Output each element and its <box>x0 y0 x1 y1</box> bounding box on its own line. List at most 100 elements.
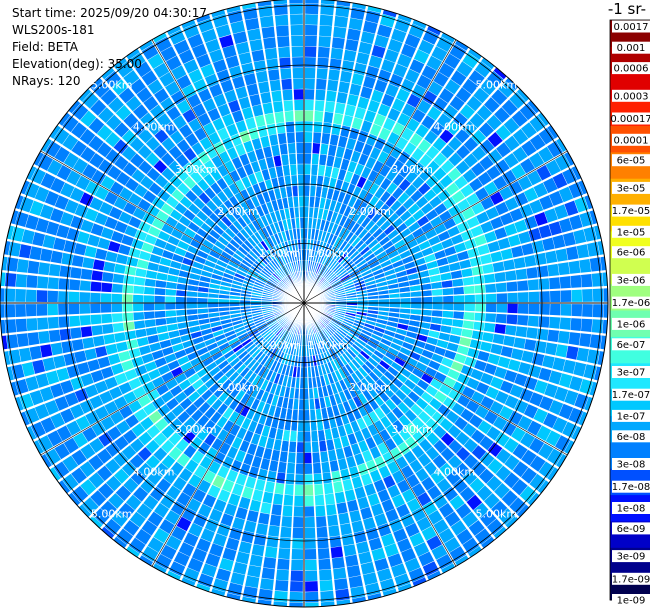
ray-gate-cell <box>170 501 186 516</box>
ray-gate-cell <box>124 225 138 238</box>
ray-gate-cell <box>294 495 304 507</box>
ray-gate-cell <box>216 416 228 429</box>
ray-gate-cell <box>397 352 409 362</box>
ray-gate-cell <box>104 518 122 535</box>
ray-gate-cell <box>264 546 278 559</box>
ray-gate-cell <box>345 39 359 52</box>
ray-gate-cell <box>381 499 395 513</box>
colorbar-tick-bg <box>612 89 650 102</box>
ray-gate-cell <box>243 356 254 367</box>
ray-gate-cell <box>454 416 468 431</box>
ray-gate-cell <box>152 396 165 410</box>
ray-gate-cell <box>40 248 53 262</box>
ray-gate-cell <box>419 438 433 452</box>
ray-gate-cell <box>144 286 155 295</box>
ray-gate-cell <box>282 253 289 264</box>
ray-gate-cell <box>366 313 378 319</box>
ray-separator <box>303 223 598 304</box>
ray-gate-cell <box>63 152 79 169</box>
ray-gate-cell <box>89 395 104 409</box>
ray-gate-cell <box>258 413 268 425</box>
ray-gate-cell <box>304 67 316 79</box>
ray-gate-cell <box>304 89 315 100</box>
ray-gate-cell <box>365 527 380 541</box>
ray-gate-cell <box>251 49 265 62</box>
ray-gate-cell <box>359 332 371 340</box>
ray-gate-cell <box>485 283 497 293</box>
ray-gate-cell <box>343 49 357 62</box>
ray-gate-cell <box>122 303 133 312</box>
ray-gate-cell <box>186 309 198 315</box>
ray-separator <box>255 2 305 304</box>
ray-gate-cell <box>374 173 385 186</box>
ray-gate-cell <box>250 361 260 372</box>
ray-gate-cell <box>292 185 298 197</box>
ray-gate-cell <box>286 321 294 331</box>
ray-gate-cell <box>417 453 432 467</box>
ray-gate-cell <box>430 121 445 136</box>
ray-gate-cell <box>312 240 317 251</box>
ray-gate-cell <box>343 544 357 557</box>
ray-gate-cell <box>241 417 252 430</box>
ray-gate-cell <box>323 255 331 266</box>
ray-gate-cell <box>434 203 447 215</box>
ray-gate-cell <box>199 456 213 470</box>
ray-gate-cell <box>375 277 387 284</box>
ray-gate-cell <box>224 89 237 103</box>
ray-gate-cell <box>347 220 356 231</box>
ray-gate-cell <box>485 206 499 220</box>
ray-gate-cell <box>226 242 238 253</box>
ray-gate-cell <box>337 425 347 437</box>
ray-separator <box>209 13 305 304</box>
ray-gate-cell <box>145 327 158 336</box>
ray-gate-cell <box>277 461 287 473</box>
ray-gate-cell <box>526 267 538 279</box>
ray-gate-cell <box>367 357 379 367</box>
ray-gate-cell <box>453 286 464 295</box>
ray-gate-cell <box>409 532 425 547</box>
ray-gate-cell <box>318 354 324 365</box>
ray-gate-cell <box>379 164 391 177</box>
ray-gate-cell <box>367 310 379 315</box>
ray-gate-cell <box>217 429 229 442</box>
ray-gate-cell <box>257 229 267 240</box>
ray-gate-cell <box>272 246 280 257</box>
ray-gate-cell <box>153 432 168 446</box>
ray-gate-cell <box>338 458 348 471</box>
ray-gate-cell <box>232 483 244 496</box>
ray-gate-cell <box>355 317 366 323</box>
ray-gate-cell <box>462 537 480 554</box>
ray-gate-cell <box>210 278 222 285</box>
ray-separator <box>303 302 582 428</box>
ray-gate-cell <box>93 81 110 98</box>
ray-gate-cell <box>335 381 343 393</box>
ray-gate-cell <box>165 510 180 525</box>
ray-gate-cell <box>82 92 99 109</box>
ray-gate-cell <box>225 382 237 394</box>
ray-gate-cell <box>154 288 166 296</box>
ray-gate-cell <box>327 373 335 384</box>
ray-gate-cell <box>527 420 542 436</box>
ray-gate-cell <box>282 430 291 441</box>
ray-gate-cell <box>366 316 377 322</box>
ray-gate-cell <box>342 258 352 267</box>
ray-gate-cell <box>100 500 117 517</box>
ray-gate-cell <box>331 223 339 235</box>
ray-gate-cell <box>30 168 46 185</box>
ray-gate-cell <box>490 343 503 355</box>
ray-gate-cell <box>471 330 484 341</box>
ray-gate-cell <box>496 303 508 313</box>
ray-gate-cell <box>448 439 463 454</box>
ray-gate-cell <box>493 526 507 539</box>
ray-gate-cell <box>494 366 508 379</box>
ray-gate-cell <box>79 292 91 303</box>
ray-gate-cell <box>316 277 324 287</box>
ray-gate-cell <box>555 154 571 171</box>
ray-gate-cell <box>227 446 239 459</box>
ray-gate-cell <box>357 242 368 253</box>
ray-gate-cell <box>165 55 182 71</box>
ray-gate-cell <box>356 338 367 347</box>
ray-gate-cell <box>113 196 128 210</box>
ray-gate-cell <box>361 427 372 440</box>
ray-gate-cell <box>311 366 316 378</box>
